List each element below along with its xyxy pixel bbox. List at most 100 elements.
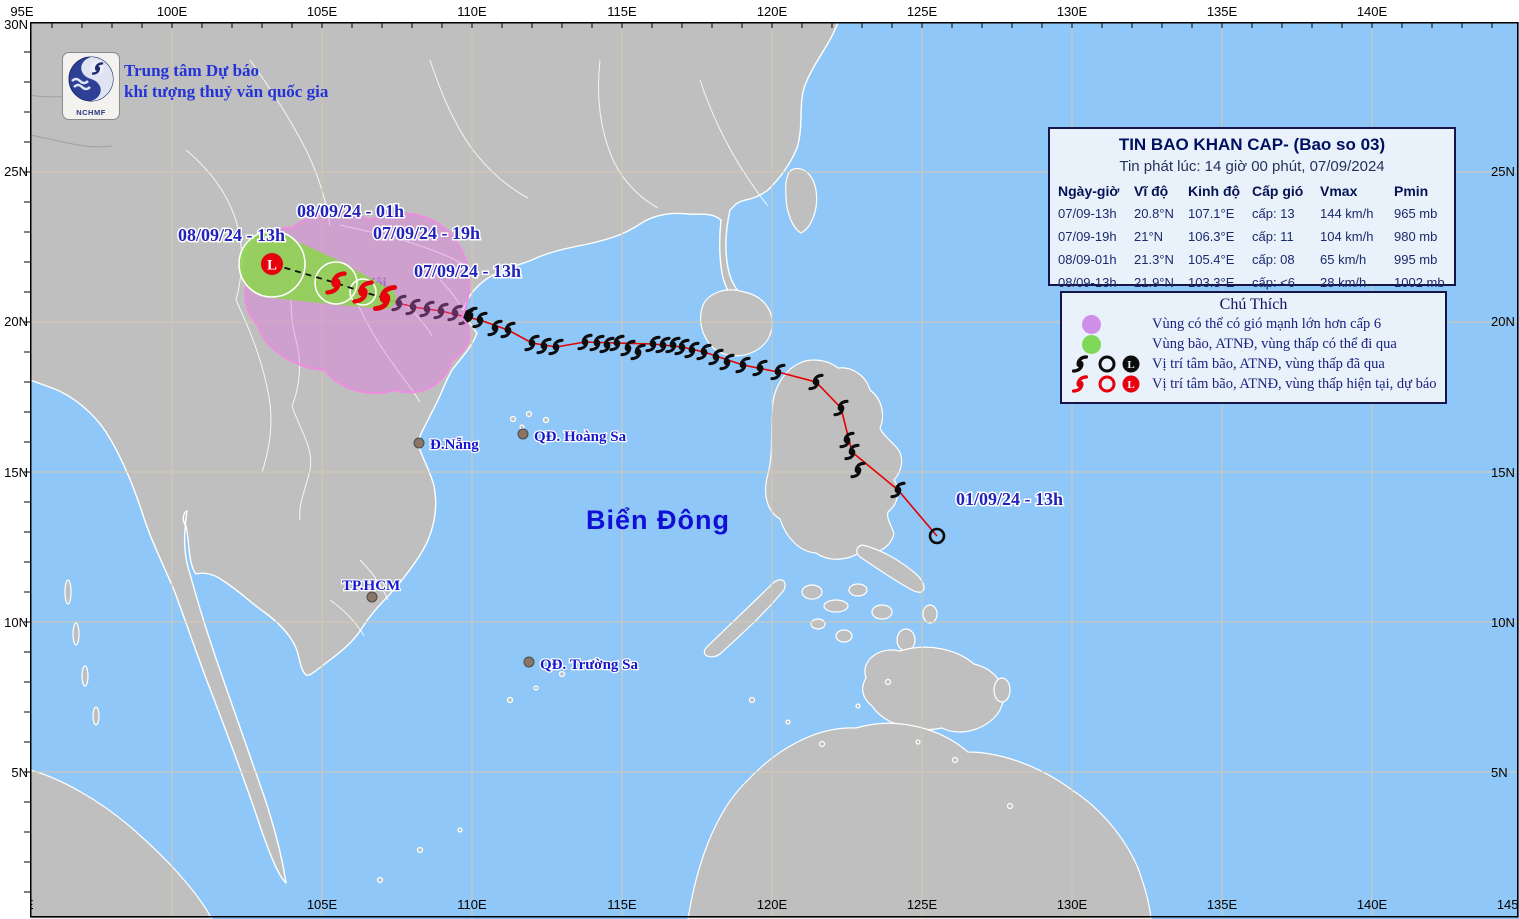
track-date-label: 07/09/24 - 13h: [414, 261, 521, 281]
lat-label-right: 25N: [1491, 164, 1515, 179]
track-date-label: 01/09/24 - 13h: [956, 489, 1063, 509]
forecast-track-layer: L: [261, 253, 395, 309]
info-cell: cấp: <6: [1252, 275, 1296, 290]
info-header-cell: Pmin: [1394, 183, 1429, 199]
palawan-island: [703, 579, 786, 658]
legend-label: Vị trí tâm bão, ATNĐ, vùng thấp hiện tại…: [1152, 375, 1437, 392]
info-cell: 106.3°E: [1188, 229, 1235, 244]
lon-label-bottom: 125E: [907, 897, 938, 912]
info-header-cell: Vĩ độ: [1134, 183, 1169, 199]
info-cell: cấp: 11: [1252, 229, 1294, 244]
nchmf-logo: NCHMF: [62, 52, 120, 120]
table-row: 08/09-13h 21.9°N 103.3°E cấp: <6 28 km/h 1002…: [1058, 274, 1454, 297]
bicol-peninsula: [856, 544, 925, 593]
bulletin-issue-time: Tin phát lúc: 14 giờ 00 phút, 07/09/2024: [1119, 158, 1385, 175]
depression-start-ring-icon: [928, 527, 946, 545]
info-cell: 08/09-13h: [1058, 275, 1117, 290]
table-row: 07/09-13h 20.8°N 107.1°E cấp: 13 144 km/h 965…: [1058, 205, 1454, 228]
track-date-label: 08/09/24 - 13h: [178, 225, 285, 245]
lat-label-left: 30N: [4, 17, 28, 32]
info-cell: 65 km/h: [1320, 252, 1367, 267]
lat-label-right: 5N: [1491, 765, 1508, 780]
lon-label-bottom: 135E: [1207, 897, 1238, 912]
info-header-cell: Cấp gió: [1252, 183, 1304, 199]
info-cell: 1002 mb: [1394, 275, 1445, 290]
info-cell: 995 mb: [1394, 252, 1438, 267]
lon-label-top: 140E: [1357, 4, 1388, 19]
lon-label-bottom: 115E: [607, 897, 637, 912]
spratly-islets: [376, 659, 1014, 884]
lon-label-top: 115E: [607, 4, 637, 19]
city-dot-icon: [413, 437, 425, 449]
lat-label-left: 20N: [4, 314, 28, 329]
legend-box: Chú Thích Vùng có thể có gió mạnh lớn hơ…: [1060, 291, 1447, 404]
info-cell: 07/09-19h: [1058, 229, 1117, 244]
info-cell: 965 mb: [1394, 206, 1438, 221]
info-cell: 21°N: [1134, 229, 1164, 244]
lat-label-right: 10N: [1491, 615, 1515, 630]
visayas-island: [801, 584, 823, 600]
taiwan-island: [785, 168, 818, 234]
info-cell: 980 mb: [1394, 229, 1438, 244]
lon-label-top: 135E: [1207, 4, 1238, 19]
visayas-island: [823, 599, 849, 613]
lon-label-top: 95E: [10, 4, 33, 19]
lon-label-bottom: 130E: [1057, 897, 1088, 912]
info-cell: 104 km/h: [1320, 229, 1374, 244]
legend-row-current-forecast: L Vị trí tâm bão, ATNĐ, vùng thấp hiện t…: [1062, 374, 1445, 394]
map-label: QĐ. Trường Sa: [540, 657, 639, 673]
lat-label-left: 5N: [11, 765, 28, 780]
map-label: TP.HCM: [342, 578, 400, 594]
lon-label-bottom: 110E: [457, 897, 487, 912]
lat-label-right: 15N: [1491, 465, 1515, 480]
past-position-symbols-icon: L: [1071, 355, 1140, 373]
info-cell: 07/09-13h: [1058, 206, 1117, 221]
forecast-position-symbols-icon: L: [1071, 375, 1140, 393]
paracel-islets: [509, 410, 550, 430]
info-cell: 28 km/h: [1320, 275, 1367, 290]
sumatra-island: [29, 769, 213, 919]
lon-label-bottom: 145E: [1497, 897, 1519, 912]
info-cell: 144 km/h: [1320, 206, 1374, 221]
lon-label-top: 100E: [157, 4, 188, 19]
lon-label-top: 105E: [307, 4, 338, 19]
visayas-island: [871, 604, 893, 620]
info-cell: 107.1°E: [1188, 206, 1235, 221]
info-header-cell: Vmax: [1320, 183, 1358, 199]
city-dot-icon: [517, 428, 529, 440]
visayas-island: [835, 629, 853, 643]
lon-label-bottom: 105E: [307, 897, 338, 912]
storm-data-table: Ngày-giờ Vĩ độ Kinh độ Cấp gió Vmax Pmin 07/09…: [1050, 182, 1454, 297]
forecast-track-line: [271, 263, 386, 299]
table-header-row: Ngày-giờ Vĩ độ Kinh độ Cấp gió Vmax Pmin: [1058, 182, 1454, 205]
uncertainty-circle: [314, 261, 358, 305]
agency-name: Trung tâm Dự báo khí tượng thuỷ văn quốc…: [124, 60, 328, 102]
agency-line1: Trung tâm Dự báo: [124, 61, 260, 80]
lon-label-top: 125E: [907, 4, 938, 19]
svg-text:L: L: [1127, 359, 1134, 371]
visayas-island: [848, 583, 868, 597]
uncertainty-circles: [238, 230, 377, 306]
map-label: Biển Đông: [586, 505, 730, 535]
nchmf-logo-text: NCHMF: [76, 108, 106, 117]
legend-label: Vùng bão, ATNĐ, vùng thấp có thể đi qua: [1152, 335, 1397, 352]
track-date-label: 08/09/24 - 01h: [297, 201, 404, 221]
andaman-island: [92, 706, 100, 726]
past-track-layer: [384, 294, 946, 545]
info-header-cell: Kinh độ: [1188, 183, 1241, 199]
legend-row-wind-zone: Vùng có thể có gió mạnh lớn hơn cấp 6: [1062, 314, 1445, 334]
legend-label: Vùng có thể có gió mạnh lớn hơn cấp 6: [1152, 315, 1382, 332]
agency-line2: khí tượng thuỷ văn quốc gia: [124, 82, 329, 101]
info-header-cell: Ngày-giờ: [1058, 183, 1120, 199]
info-cell: cấp: 13: [1252, 206, 1295, 221]
mindanao-island: [862, 646, 1005, 733]
small-island: [993, 677, 1011, 703]
info-cell: 21.3°N: [1134, 252, 1174, 267]
city-dot-icon: [523, 656, 535, 668]
map-label: Đ.Nẵng: [430, 437, 479, 453]
purple-zone-swatch-icon: [1082, 314, 1101, 334]
info-cell: cấp: 08: [1252, 252, 1295, 267]
lon-label-top: 110E: [457, 4, 487, 19]
